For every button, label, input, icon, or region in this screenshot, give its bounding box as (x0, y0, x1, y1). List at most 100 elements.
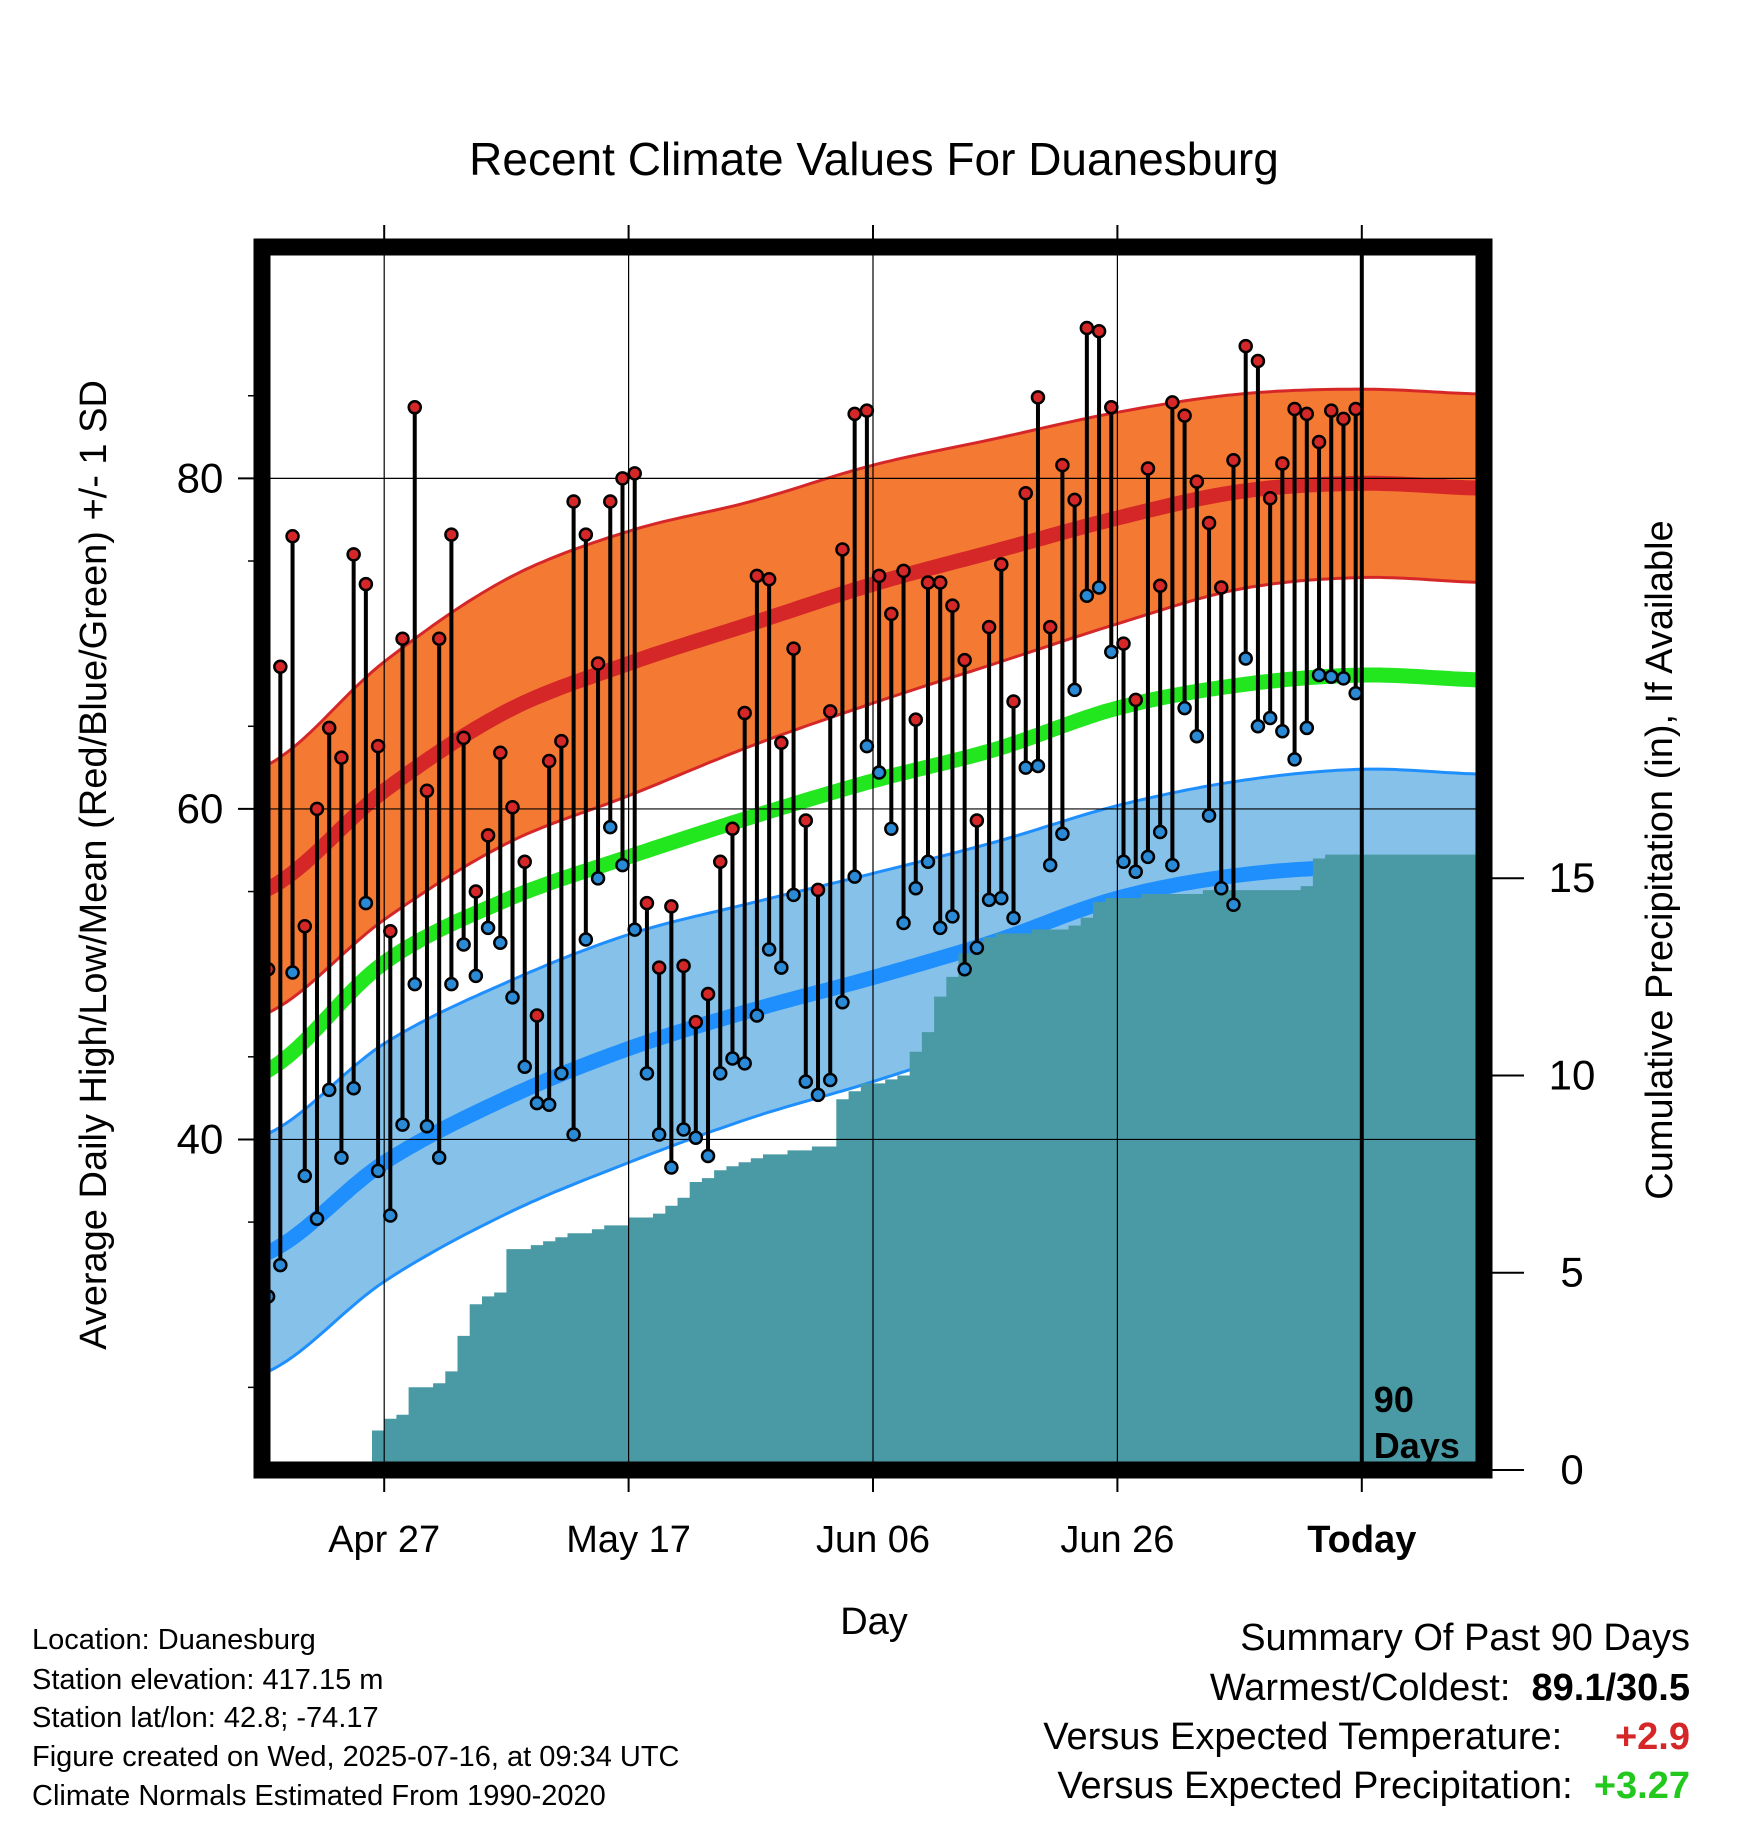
daily-high-point (1079, 320, 1095, 336)
daily-high-point (1104, 400, 1119, 415)
daily-low-point (554, 1066, 569, 1081)
daily-low-point (321, 1082, 337, 1098)
daily-high-point (590, 656, 606, 671)
daily-high-point (1348, 401, 1363, 417)
summary-precip-label: Versus Expected Precipitation: (1057, 1765, 1573, 1807)
daily-low-point (713, 1066, 728, 1081)
daily-high-point (822, 704, 838, 719)
daily-low-point (749, 1008, 765, 1023)
daily-low-point (639, 1066, 655, 1081)
axes: Apr 27 May 17 Jun 06 Jun 26 Today 40 60 80 0 5 10 1… (73, 225, 1681, 1643)
summary-warm-row: Warmest/Coldest: 89.1/30.5 (1210, 1667, 1690, 1710)
daily-high-point (1201, 515, 1217, 531)
daily-high-point (1275, 456, 1290, 471)
daily-high-point (688, 1014, 704, 1030)
daily-high-point (407, 400, 422, 415)
daily-high-point (1128, 692, 1143, 708)
daily-low-point (590, 871, 606, 886)
daily-high-point (859, 403, 875, 418)
daily-high-point (285, 528, 300, 544)
daily-high-point (1055, 457, 1070, 473)
daily-low-point (1201, 808, 1217, 823)
daily-high-point (1287, 401, 1302, 417)
daily-high-point (1018, 486, 1033, 501)
daily-low-point (774, 960, 789, 975)
daily-low-point (932, 920, 948, 936)
daily-low-point (1165, 857, 1180, 873)
daily-low-point (1299, 720, 1315, 736)
daily-low-point (786, 887, 801, 903)
daily-low-point (468, 968, 484, 984)
daily-high-point (871, 568, 887, 584)
daily-low-point (273, 1257, 288, 1273)
summary-temp-label: Versus Expected Temperature: (1043, 1716, 1563, 1758)
daily-high-point (1250, 353, 1266, 369)
daily-high-point (578, 527, 594, 542)
daily-high-point (370, 738, 386, 754)
daily-low-point (615, 857, 630, 873)
daily-high-point (297, 919, 313, 934)
daily-high-point (627, 466, 642, 481)
daily-high-point (713, 854, 728, 870)
daily-low-point (908, 880, 924, 896)
daily-low-point (566, 1127, 581, 1142)
daily-low-point (981, 892, 997, 908)
daily-high-point (700, 986, 716, 1002)
daily-high-point (480, 828, 496, 843)
grid-lines (262, 247, 1484, 1470)
daily-low-point (957, 961, 972, 977)
daily-low-point (871, 765, 887, 780)
y2-tick-label: 10 (1549, 1051, 1596, 1098)
daily-high-point (334, 750, 349, 765)
daily-low-point (285, 965, 300, 980)
daily-low-point (1042, 857, 1058, 873)
daily-low-point (1238, 651, 1253, 666)
daily-low-point (627, 922, 642, 937)
daily-low-point (309, 1211, 325, 1227)
daily-range-stems (266, 327, 1358, 1297)
summary-precip-row: Versus Expected Precipitation: +3.27 (1057, 1765, 1690, 1808)
x-tick-label: Jun 26 (1060, 1519, 1174, 1561)
daily-high-point (639, 895, 655, 911)
daily-high-point (541, 753, 557, 769)
y-tick-label: 60 (177, 785, 224, 832)
daily-high-point (676, 958, 691, 974)
daily-high-point (346, 547, 361, 562)
daily-high-point (884, 606, 899, 622)
daily-low-point (1348, 685, 1363, 701)
daily-high-point (603, 494, 618, 509)
daily-low-point (1324, 669, 1339, 684)
daily-low-point (1336, 671, 1351, 686)
daily-low-point (810, 1087, 826, 1103)
daily-low-point (651, 1127, 667, 1142)
daily-high-point (1067, 492, 1082, 508)
daily-high-point (1006, 694, 1021, 709)
daily-low-point (737, 1056, 752, 1071)
today-annotation-number: 90 (1374, 1379, 1414, 1420)
daily-high-point (1238, 338, 1253, 354)
daily-high-point (321, 720, 337, 736)
daily-high-point (810, 882, 826, 898)
daily-low-point (444, 976, 459, 992)
daily-low-point (1214, 880, 1229, 896)
daily-high-point (1299, 406, 1315, 422)
daily-low-point (517, 1059, 532, 1074)
daily-high-point (456, 730, 471, 746)
daily-low-point (1250, 719, 1266, 734)
daily-low-point (334, 1150, 349, 1165)
daily-high-point (994, 557, 1009, 572)
daily-low-point (884, 821, 899, 837)
daily-low-point (1079, 588, 1095, 603)
daily-high-point (505, 800, 520, 815)
daily-low-point (1189, 728, 1205, 744)
daily-high-point (1324, 403, 1339, 418)
daily-high-point (774, 735, 789, 751)
daily-markers (260, 320, 1363, 1304)
daily-high-point (847, 406, 862, 422)
daily-high-point (444, 527, 459, 542)
daily-low-point (407, 976, 422, 992)
daily-high-point (529, 1008, 545, 1023)
daily-high-point (309, 801, 325, 817)
daily-high-point (945, 598, 960, 613)
